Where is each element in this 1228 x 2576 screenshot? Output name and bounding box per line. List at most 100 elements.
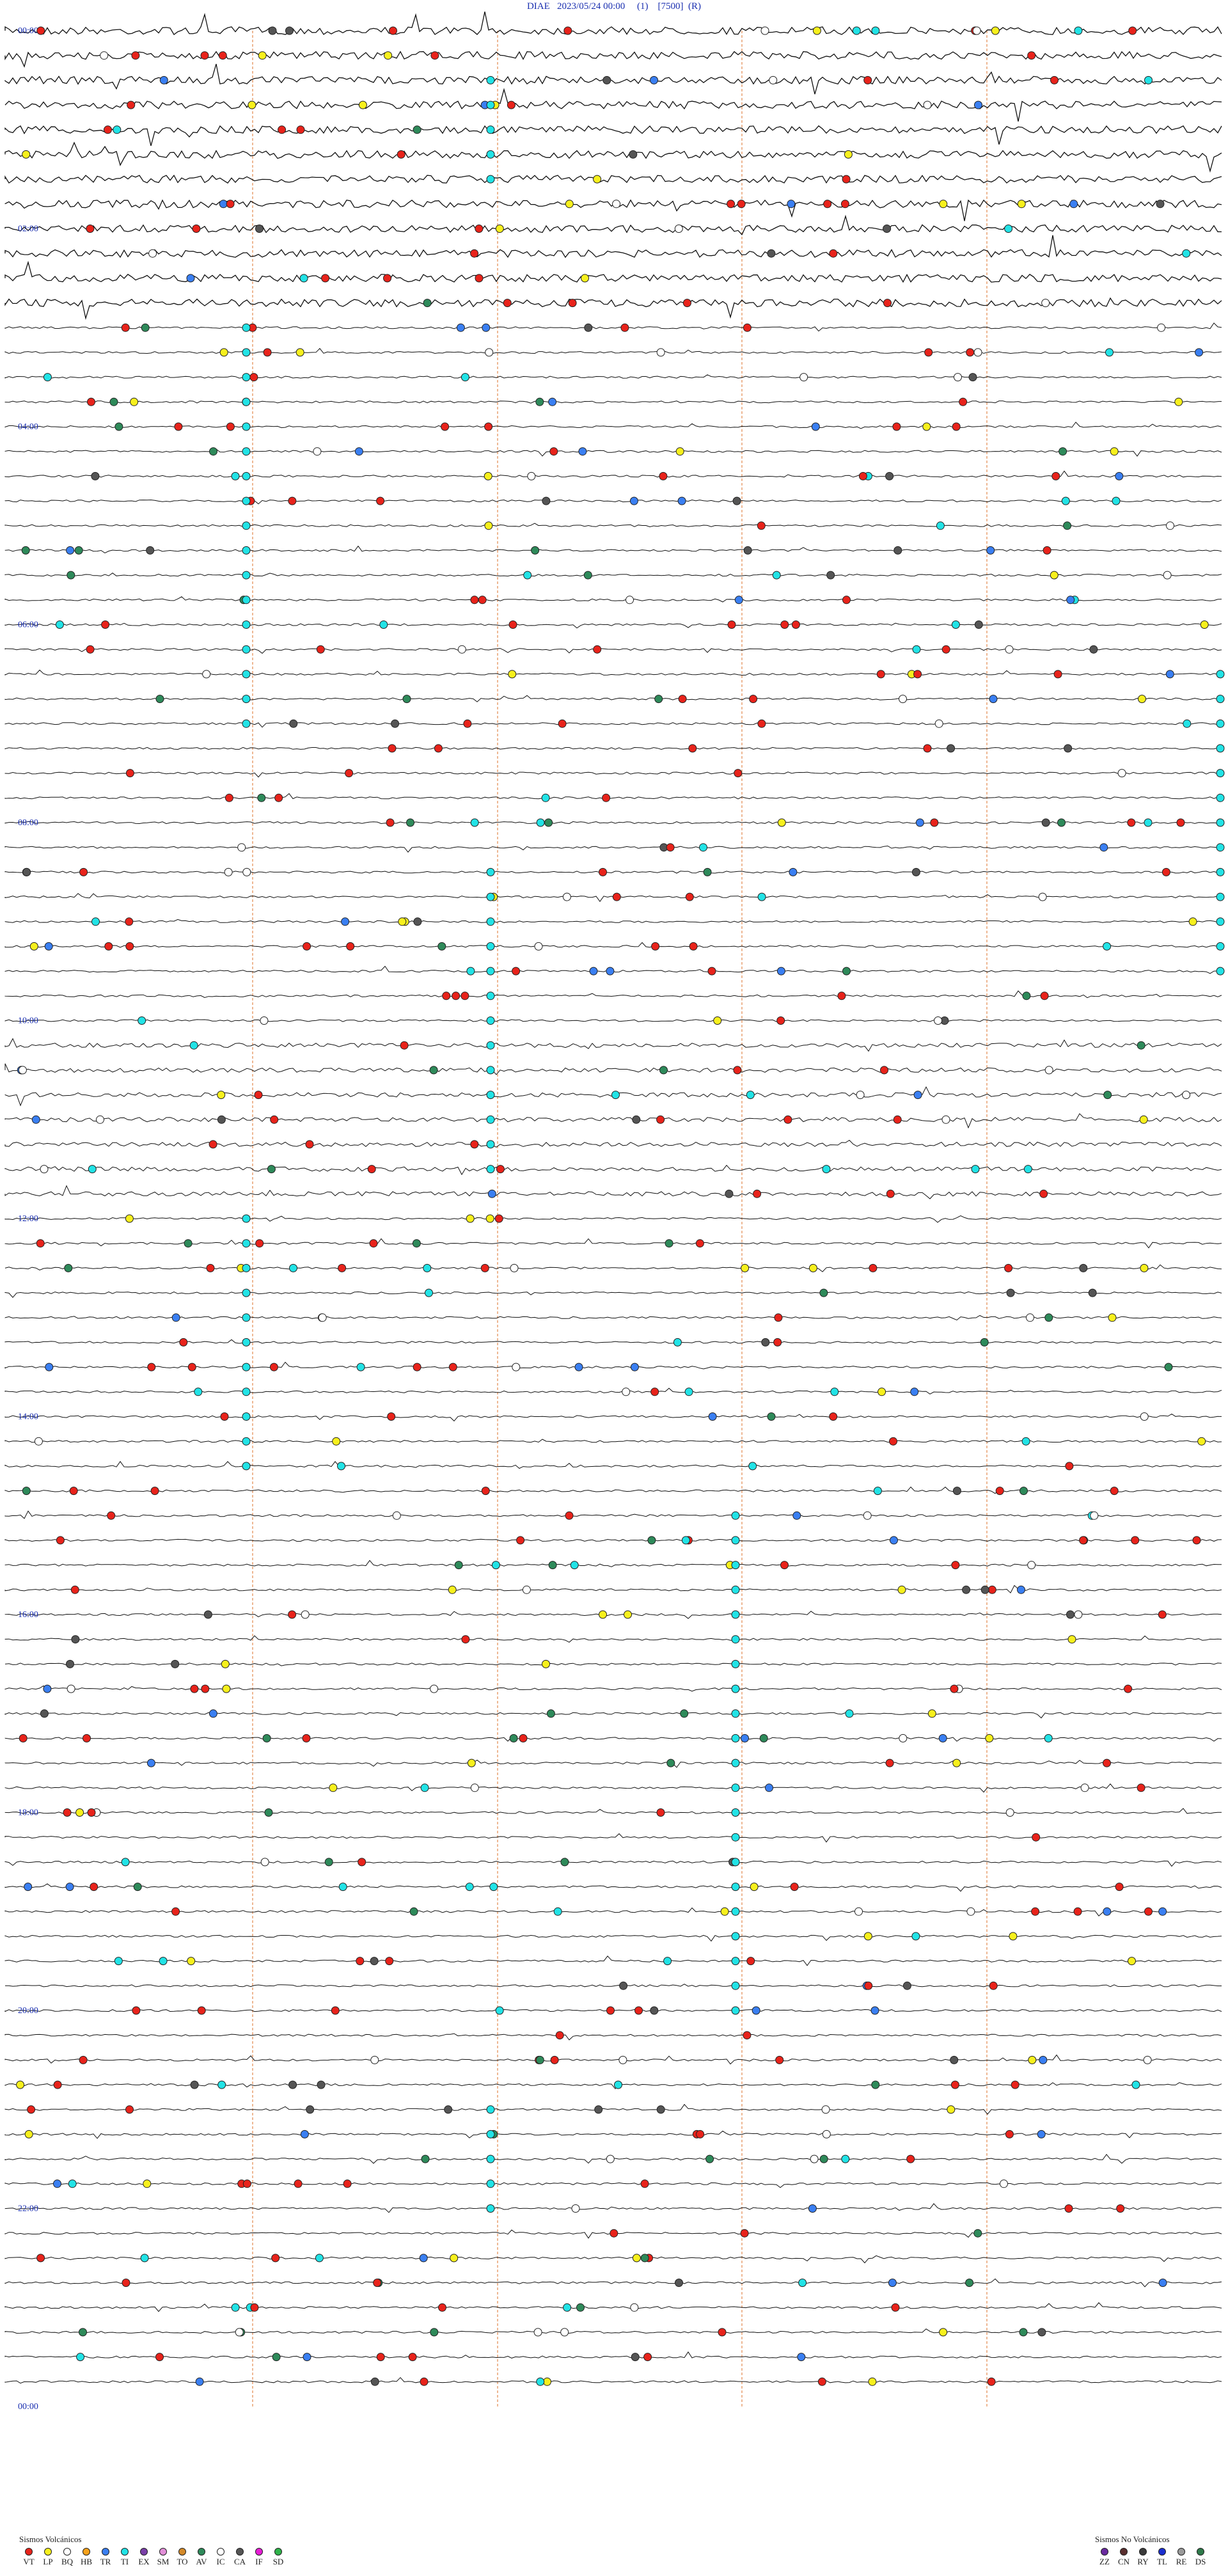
event-marker: [565, 1511, 574, 1520]
event-marker: [1019, 1487, 1028, 1496]
legend-volcanic-dot-icon: [121, 2548, 129, 2556]
event-marker: [899, 695, 907, 704]
event-marker: [397, 150, 405, 159]
event-marker: [733, 1066, 742, 1075]
event-marker: [203, 1610, 212, 1619]
tremor-marker: [1216, 744, 1225, 753]
seismic-trace: [4, 141, 1222, 173]
event-marker: [155, 695, 164, 704]
event-marker: [968, 373, 977, 382]
event-marker: [457, 645, 466, 654]
event-marker: [536, 2377, 545, 2386]
event-marker: [438, 2303, 446, 2312]
event-marker: [200, 51, 209, 60]
seismic-trace: [4, 1238, 1222, 1249]
event-marker: [409, 1907, 418, 1916]
seismic-trace: [4, 1712, 1222, 1719]
event-marker: [640, 2254, 649, 2263]
seismic-trace: [4, 1759, 1222, 1768]
event-marker: [127, 100, 136, 109]
event-marker: [512, 967, 521, 976]
event-marker: [1005, 2130, 1014, 2138]
event-marker: [544, 818, 553, 827]
event-marker: [651, 942, 660, 951]
event-marker: [316, 645, 325, 654]
event-marker: [565, 200, 574, 209]
event-marker: [1115, 1883, 1124, 1892]
event-marker: [413, 1363, 421, 1371]
event-marker: [53, 2080, 62, 2089]
tremor-marker: [731, 1808, 740, 1817]
event-marker: [512, 1363, 521, 1371]
seismic-trace: [4, 88, 1222, 122]
event-marker: [819, 2154, 828, 2163]
event-marker: [947, 2105, 956, 2114]
event-marker: [461, 1635, 470, 1644]
event-marker: [43, 1684, 52, 1693]
seismic-trace: [4, 2255, 1222, 2264]
event-marker: [133, 1883, 142, 1892]
event-marker: [303, 942, 311, 951]
event-marker: [242, 867, 251, 876]
event-marker: [159, 75, 168, 84]
event-marker: [189, 1041, 198, 1050]
event-marker: [36, 26, 45, 35]
hour-label: 16:00: [18, 1610, 38, 1620]
event-marker: [441, 422, 450, 431]
seismic-trace: [4, 990, 1222, 999]
seismic-trace: [4, 1907, 1222, 1916]
event-marker: [171, 1313, 180, 1322]
event-marker: [79, 2328, 87, 2337]
event-marker: [346, 942, 355, 951]
event-marker: [36, 2254, 45, 2263]
legend-nonvolcanic-dot-icon: [1197, 2548, 1204, 2556]
legend-volcanic-dot-icon: [217, 2548, 224, 2556]
seismic-trace: [4, 919, 1222, 923]
event-marker: [688, 744, 697, 753]
legend-volcanic-code: EX: [138, 2557, 150, 2566]
legend-volcanic-dot-icon: [159, 2548, 167, 2556]
event-marker: [560, 1858, 569, 1867]
hour-label: 02:00: [18, 225, 38, 234]
event-marker: [829, 1412, 838, 1421]
event-marker: [495, 225, 504, 233]
event-marker: [549, 447, 558, 456]
event-marker: [986, 546, 995, 555]
seismic-trace: [4, 51, 1222, 68]
event-marker: [264, 1808, 273, 1817]
event-marker: [1064, 744, 1073, 753]
event-marker: [708, 1412, 717, 1421]
tremor-marker: [242, 1462, 251, 1471]
event-marker: [791, 620, 800, 629]
event-marker: [656, 1808, 665, 1817]
event-marker: [55, 620, 64, 629]
event-marker: [64, 1263, 73, 1272]
event-marker: [674, 225, 683, 233]
legend-volcanic-code: IF: [255, 2557, 263, 2566]
event-marker: [930, 818, 939, 827]
tremor-marker: [242, 397, 251, 406]
event-marker: [695, 1239, 704, 1248]
event-marker: [383, 274, 391, 283]
event-marker: [91, 471, 100, 480]
event-marker: [808, 1263, 817, 1272]
legend-nonvolcanic-code: TL: [1157, 2557, 1167, 2566]
event-marker: [1044, 1313, 1053, 1322]
event-marker: [174, 422, 183, 431]
event-marker: [618, 2055, 627, 2064]
legend-volcanic-dot-icon: [236, 2548, 244, 2556]
event-marker: [131, 51, 140, 60]
event-marker: [1039, 2055, 1048, 2064]
event-marker: [1176, 818, 1185, 827]
event-marker: [1182, 249, 1191, 258]
event-marker: [231, 2303, 240, 2312]
event-marker: [1144, 75, 1153, 84]
event-marker: [610, 2229, 618, 2238]
event-marker: [985, 1734, 994, 1742]
event-marker: [452, 992, 460, 1000]
tremor-marker: [486, 1066, 495, 1075]
event-marker: [509, 1734, 518, 1742]
legend-volcanic-item-ti: TI: [115, 2548, 134, 2567]
event-marker: [376, 2353, 385, 2362]
event-marker: [274, 793, 283, 802]
